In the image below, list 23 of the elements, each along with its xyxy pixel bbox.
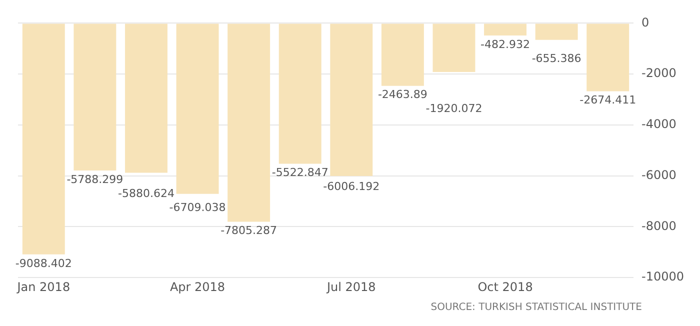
data-label: -5522.847 bbox=[272, 166, 328, 180]
data-label: -482.932 bbox=[480, 38, 530, 51]
y-tick-label: -10000 bbox=[641, 270, 684, 284]
y-tick-label: -6000 bbox=[641, 168, 676, 182]
data-label: -6006.192 bbox=[323, 180, 380, 194]
source-note: SOURCE: TURKISH STATISTICAL INSTITUTE bbox=[430, 302, 643, 313]
data-label: -5788.299 bbox=[66, 172, 124, 186]
data-label: -2463.89 bbox=[378, 88, 428, 102]
y-tick-label: -8000 bbox=[641, 218, 676, 233]
x-tick-label: Jul 2018 bbox=[326, 280, 376, 294]
data-label: -1920.072 bbox=[426, 102, 482, 116]
y-tick-label: -4000 bbox=[641, 117, 676, 132]
data-label: -5880.624 bbox=[118, 186, 174, 200]
data-label: -7805.287 bbox=[220, 224, 278, 238]
data-label: -6709.038 bbox=[169, 200, 226, 214]
y-tick-label: 0 bbox=[641, 15, 650, 30]
data-label: -9088.402 bbox=[15, 256, 72, 270]
data-label: -2674.411 bbox=[580, 94, 636, 107]
x-tick-label: Oct 2018 bbox=[478, 280, 533, 294]
data-label: -655.386 bbox=[532, 52, 582, 65]
y-tick-label: -2000 bbox=[641, 66, 676, 80]
x-tick-label: Jan 2018 bbox=[16, 280, 70, 294]
x-tick-label: Apr 2018 bbox=[170, 280, 226, 294]
